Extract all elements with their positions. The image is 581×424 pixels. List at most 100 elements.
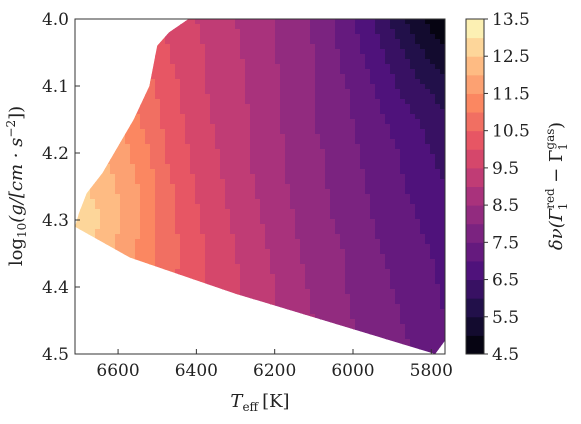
contour-cell bbox=[195, 134, 201, 140]
contour-cell bbox=[270, 239, 276, 245]
contour-cell bbox=[250, 339, 256, 345]
contour-cell bbox=[385, 229, 391, 235]
contour-cell bbox=[325, 179, 331, 185]
contour-cell bbox=[340, 284, 346, 290]
contour-cell bbox=[330, 34, 336, 40]
contour-cell bbox=[135, 134, 141, 140]
contour-cell bbox=[190, 79, 196, 85]
contour-cell bbox=[400, 324, 406, 330]
contour-cell bbox=[315, 144, 321, 150]
contour-cell bbox=[125, 64, 131, 70]
contour-cell bbox=[245, 159, 251, 165]
contour-cell bbox=[130, 334, 136, 340]
contour-cell bbox=[235, 179, 241, 185]
contour-cell bbox=[235, 154, 241, 160]
contour-cell bbox=[175, 284, 181, 290]
contour-cell bbox=[250, 79, 256, 85]
contour-cell bbox=[90, 49, 96, 55]
contour-cell bbox=[125, 99, 131, 105]
contour-cell bbox=[400, 139, 406, 145]
contour-cell bbox=[310, 309, 316, 315]
contour-cell bbox=[200, 204, 206, 210]
contour-cell bbox=[275, 84, 281, 90]
contour-cell bbox=[75, 84, 81, 90]
contour-cell bbox=[320, 339, 326, 345]
contour-cell bbox=[375, 39, 381, 45]
contour-cell bbox=[350, 34, 356, 40]
contour-cell bbox=[395, 194, 401, 200]
contour-cell bbox=[295, 154, 301, 160]
contour-cell bbox=[435, 164, 441, 170]
contour-cell bbox=[285, 174, 291, 180]
contour-cell bbox=[115, 264, 121, 270]
contour-cell bbox=[340, 199, 346, 205]
contour-cell bbox=[435, 274, 441, 280]
contour-cell bbox=[100, 214, 106, 220]
contour-cell bbox=[405, 224, 411, 230]
contour-cell bbox=[410, 269, 416, 275]
contour-cell bbox=[135, 314, 141, 320]
contour-cell bbox=[90, 294, 96, 300]
contour-cell bbox=[265, 294, 271, 300]
contour-cell bbox=[150, 264, 156, 270]
contour-cell bbox=[195, 339, 201, 345]
contour-cell bbox=[155, 64, 161, 70]
contour-cell bbox=[155, 124, 161, 130]
contour-cell bbox=[255, 274, 261, 280]
contour-cell bbox=[290, 264, 296, 270]
contour-cell bbox=[175, 114, 181, 120]
contour-cell bbox=[170, 199, 176, 205]
contour-cell bbox=[340, 64, 346, 70]
contour-cell bbox=[255, 339, 261, 345]
contour-cell bbox=[75, 69, 81, 75]
contour-cell bbox=[220, 139, 226, 145]
contour-cell bbox=[400, 309, 406, 315]
contour-cell bbox=[290, 279, 296, 285]
contour-cell bbox=[110, 104, 116, 110]
contour-cell bbox=[85, 129, 91, 135]
contour-cell bbox=[375, 224, 381, 230]
contour-cell bbox=[360, 234, 366, 240]
contour-cell bbox=[230, 344, 236, 350]
x-axis-label: Teff [K] bbox=[230, 391, 289, 414]
contour-cell bbox=[400, 144, 406, 150]
contour-cell bbox=[440, 19, 445, 25]
contour-cell bbox=[250, 324, 256, 330]
contour-cell bbox=[410, 219, 416, 225]
contour-cell bbox=[405, 269, 411, 275]
contour-cell bbox=[215, 294, 221, 300]
contour-cell bbox=[355, 229, 361, 235]
contour-cell bbox=[330, 64, 336, 70]
contour-cell bbox=[155, 94, 161, 100]
contour-cell bbox=[215, 264, 221, 270]
contour-cell bbox=[250, 264, 256, 270]
contour-cell bbox=[420, 94, 426, 100]
contour-cell bbox=[150, 84, 156, 90]
contour-cell bbox=[415, 244, 421, 250]
contour-cell bbox=[100, 54, 106, 60]
contour-cell bbox=[395, 99, 401, 105]
contour-cell bbox=[180, 324, 186, 330]
contour-cell bbox=[440, 199, 445, 205]
contour-cell bbox=[260, 189, 266, 195]
contour-cell bbox=[165, 144, 171, 150]
contour-cell bbox=[85, 89, 91, 95]
contour-cell bbox=[310, 114, 316, 120]
contour-cell bbox=[370, 34, 376, 40]
contour-cell bbox=[435, 234, 441, 240]
contour-cell bbox=[320, 69, 326, 75]
contour-cell bbox=[110, 254, 116, 260]
contour-cell bbox=[245, 24, 251, 30]
contour-cell bbox=[80, 194, 86, 200]
contour-cell bbox=[390, 159, 396, 165]
contour-cell bbox=[200, 19, 206, 25]
contour-cell bbox=[235, 319, 241, 325]
contour-cell bbox=[280, 159, 286, 165]
contour-cell bbox=[405, 259, 411, 265]
contour-cell bbox=[100, 169, 106, 175]
contour-cell bbox=[390, 279, 396, 285]
contour-cell bbox=[120, 194, 126, 200]
contour-cell bbox=[125, 229, 131, 235]
contour-cell bbox=[75, 319, 81, 325]
contour-cell bbox=[315, 229, 321, 235]
